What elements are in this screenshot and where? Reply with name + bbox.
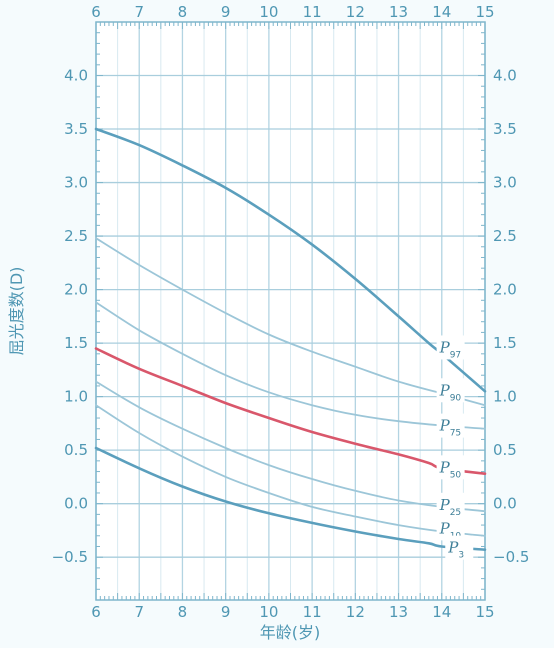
y-tick-label-left: 3.0 — [64, 174, 88, 192]
series-line-p25 — [95, 380, 486, 513]
x-tick-label-bottom: 11 — [303, 603, 322, 621]
series-line-p97 — [94, 127, 487, 393]
x-tick-label-top: 13 — [389, 3, 408, 21]
x-tick-label-bottom: 10 — [259, 603, 278, 621]
y-tick-label-right: 2.5 — [493, 227, 517, 245]
x-tick-label-bottom: 6 — [91, 603, 101, 621]
y-tick-label-right: 2.0 — [493, 281, 517, 299]
x-tick-label-top: 14 — [432, 3, 451, 21]
x-tick-label-top: 8 — [178, 3, 188, 21]
series-line-p50 — [94, 347, 487, 475]
series-label-backdrop — [436, 378, 465, 403]
series-labels: P97P90P75P50P25P10P3 — [436, 335, 474, 561]
x-tick-label-bottom: 12 — [346, 603, 365, 621]
series-label-backdrop — [436, 413, 465, 438]
x-tick-label-top: 10 — [259, 3, 278, 21]
x-axis-title: 年龄(岁) — [260, 623, 321, 642]
y-tick-label-right: 3.0 — [493, 174, 517, 192]
y-tick-label-right: 1.0 — [493, 388, 517, 406]
x-tick-label-top: 15 — [475, 3, 494, 21]
series-line-p3 — [94, 446, 487, 551]
series-label-p75: P75 — [439, 417, 462, 439]
x-tick-label-top: 6 — [91, 3, 101, 21]
x-tick-label-bottom: 9 — [221, 603, 231, 621]
tick-labels: 6 6 7 7 8 8 9 9 10 10 11 11 12 12 13 13 14 14 15 15 4.0 4.0 3.… — [52, 3, 530, 621]
series-label-backdrop — [436, 335, 465, 360]
x-tick-label-bottom: 13 — [389, 603, 408, 621]
series-label-backdrop — [445, 535, 474, 560]
series-line-p90 — [95, 237, 486, 407]
y-tick-label-right: 4.0 — [493, 67, 517, 85]
series-label-backdrop — [436, 492, 465, 517]
x-tick-label-top: 12 — [346, 3, 365, 21]
x-tick-label-bottom: 8 — [178, 603, 188, 621]
series-lines — [94, 127, 487, 551]
y-tick-label-left: 0.5 — [64, 441, 88, 459]
x-tick-label-top: 11 — [303, 3, 322, 21]
y-tick-label-left: 4.0 — [64, 67, 88, 85]
y-axis-title: 屈光度数(D) — [7, 267, 26, 356]
y-tick-label-left: 2.0 — [64, 281, 88, 299]
y-tick-label-right: 3.5 — [493, 120, 517, 138]
series-label-p50: P50 — [439, 458, 462, 480]
series-label-p3: P3 — [447, 539, 464, 561]
x-tick-label-bottom: 14 — [432, 603, 451, 621]
y-tick-label-right: 0.5 — [493, 441, 517, 459]
y-tick-label-left: 1.5 — [64, 334, 88, 352]
series-line-p75 — [95, 301, 486, 430]
series-label-backdrop — [436, 455, 465, 480]
y-tick-label-left: 1.0 — [64, 388, 88, 406]
y-tick-label-left: 3.5 — [64, 120, 88, 138]
x-tick-label-top: 9 — [221, 3, 231, 21]
series-label-p25: P25 — [439, 496, 462, 518]
x-tick-label-top: 7 — [134, 3, 144, 21]
series-label-p97: P97 — [439, 338, 462, 360]
series-line-p10 — [95, 404, 486, 537]
y-tick-label-right: 1.5 — [493, 334, 517, 352]
y-tick-label-right: 0.0 — [493, 495, 517, 513]
x-tick-label-bottom: 15 — [475, 603, 494, 621]
y-tick-label-left: 0.0 — [64, 495, 88, 513]
y-tick-label-right: −0.5 — [493, 548, 529, 566]
x-tick-label-bottom: 7 — [134, 603, 144, 621]
series-label-p90: P90 — [439, 381, 462, 403]
y-tick-label-left: 2.5 — [64, 227, 88, 245]
y-tick-label-left: −0.5 — [52, 548, 88, 566]
plot-frame — [95, 21, 486, 601]
